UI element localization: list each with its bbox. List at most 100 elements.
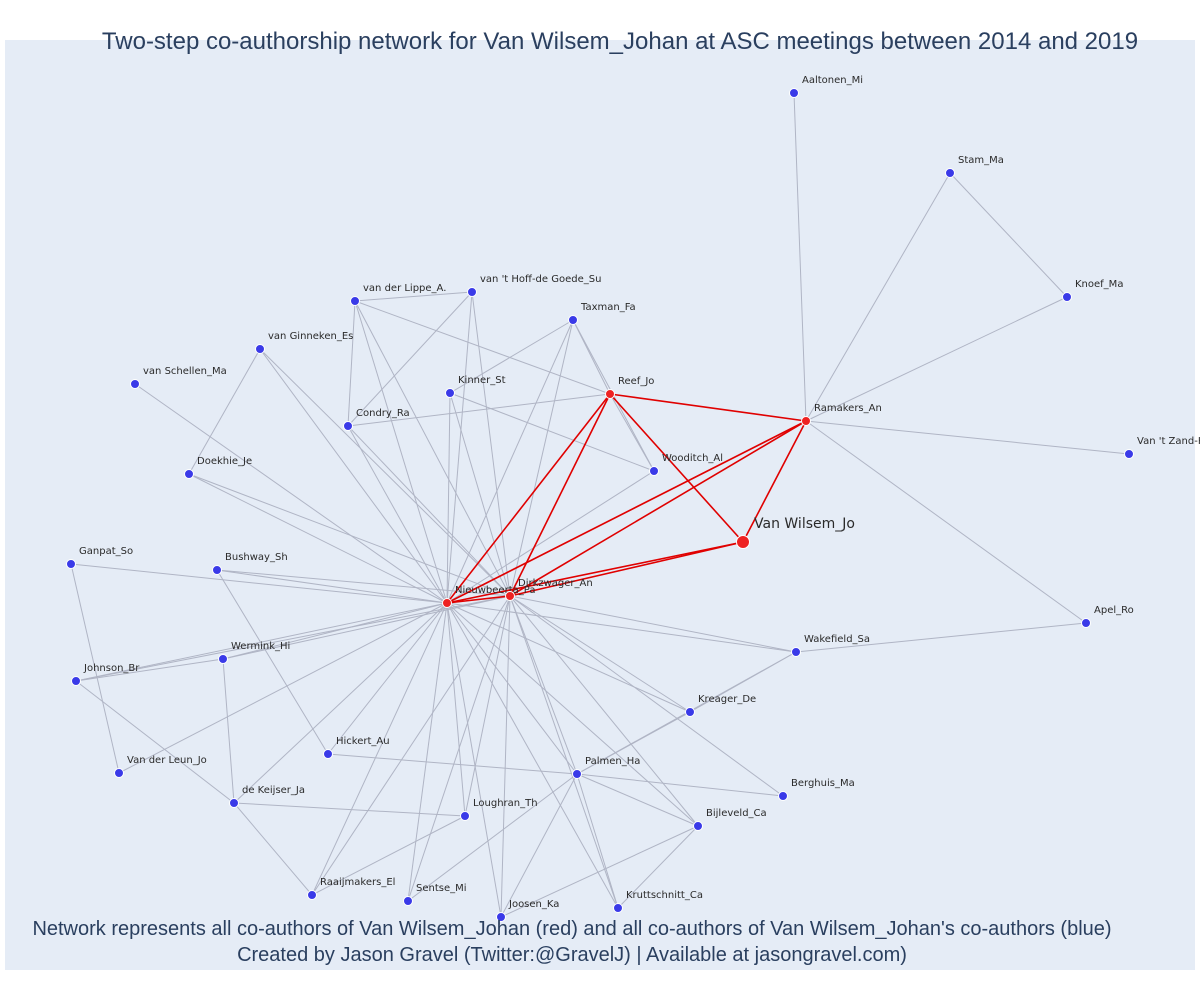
node-Palmen_Ha[interactable]: Palmen_Ha: [572, 756, 641, 779]
node-marker[interactable]: [323, 749, 333, 759]
node-van Schellen_Ma[interactable]: van Schellen_Ma: [130, 366, 227, 389]
edge-Joosen_Ka--Dirkzwager_An: [500, 595, 511, 918]
node-Hickert_Au[interactable]: Hickert_Au: [323, 736, 390, 759]
caption-line-2: Created by Jason Gravel (Twitter:@Gravel…: [237, 944, 907, 966]
node-marker[interactable]: [778, 791, 788, 801]
node-marker[interactable]: [130, 379, 140, 389]
edge-van 't Hoff-de Goede_Su--Nieuwbeerta_Pa: [446, 291, 473, 604]
node-marker[interactable]: [649, 466, 659, 476]
edge-Kreager_De--Dirkzwager_An: [509, 595, 691, 713]
node-marker[interactable]: [789, 88, 799, 98]
node-marker[interactable]: [184, 469, 194, 479]
node-marker[interactable]: [307, 890, 317, 900]
edge-Palmen_Ha--Berghuis_Ma: [576, 773, 784, 797]
node-label: Reef_Jo: [618, 376, 654, 387]
node-Kruttschnitt_Ca[interactable]: Kruttschnitt_Ca: [613, 890, 703, 913]
node-Kreager_De[interactable]: Kreager_De: [685, 694, 757, 717]
node-marker[interactable]: [1124, 449, 1134, 459]
node-Wooditch_Al[interactable]: Wooditch_Al: [649, 453, 724, 476]
node-marker[interactable]: [1062, 292, 1072, 302]
node-Wakefield_Sa[interactable]: Wakefield_Sa: [791, 634, 871, 657]
node-Wermink_Hi[interactable]: Wermink_Hi: [218, 641, 291, 664]
node-marker[interactable]: [496, 912, 506, 922]
edge-van der Lippe_A.--Nieuwbeerta_Pa: [354, 300, 448, 604]
node-Raaijmakers_El[interactable]: Raaijmakers_El: [307, 877, 396, 900]
node-label: Joosen_Ka: [508, 899, 559, 910]
node-marker[interactable]: [212, 565, 222, 575]
node-Dirkzwager_An[interactable]: Dirkzwager_An: [505, 578, 593, 601]
node-Berghuis_Ma[interactable]: Berghuis_Ma: [778, 778, 855, 801]
node-marker[interactable]: [568, 315, 578, 325]
node-Apel_Ro[interactable]: Apel_Ro: [1081, 605, 1134, 628]
edge-Doekhie_Je--Dirkzwager_An: [188, 473, 511, 597]
node-de Keijser_Ja[interactable]: de Keijser_Ja: [229, 785, 306, 808]
edge-de Keijser_Ja--Raaijmakers_El: [233, 802, 313, 896]
node-marker[interactable]: [945, 168, 955, 178]
node-van der Lippe_A.[interactable]: van der Lippe_A.: [350, 283, 447, 306]
edge-Van Wilsem_Jo--Reef_Jo: [609, 393, 744, 543]
edge-Ganpat_So--Van der Leun_Jo: [70, 563, 120, 774]
node-Nieuwbeerta_Pa[interactable]: Nieuwbeerta_Pa: [442, 585, 536, 608]
node-marker[interactable]: [218, 654, 228, 664]
node-Van 't Zand-K[interactable]: Van 't Zand-K: [1124, 436, 1200, 459]
node-label: Stam_Ma: [958, 155, 1004, 166]
node-marker[interactable]: [613, 903, 623, 913]
edge-Bushway_Sh--Hickert_Au: [216, 569, 329, 755]
edge-Palmen_Ha--Joosen_Ka: [500, 773, 578, 918]
node-Doekhie_Je[interactable]: Doekhie_Je: [184, 456, 253, 479]
node-marker[interactable]: [255, 344, 265, 354]
node-Condry_Ra[interactable]: Condry_Ra: [343, 408, 410, 431]
node-marker[interactable]: [343, 421, 353, 431]
node-marker[interactable]: [114, 768, 124, 778]
node-marker[interactable]: [229, 798, 239, 808]
node-Loughran_Th[interactable]: Loughran_Th: [460, 798, 538, 821]
node-marker[interactable]: [685, 707, 695, 717]
edge-Nieuwbeerta_Pa--Reef_Jo: [446, 393, 611, 604]
node-marker[interactable]: [572, 769, 582, 779]
node-marker[interactable]: [460, 811, 470, 821]
node-marker[interactable]: [505, 591, 515, 601]
node-Bijleveld_Ca[interactable]: Bijleveld_Ca: [693, 808, 767, 831]
node-Knoef_Ma[interactable]: Knoef_Ma: [1062, 279, 1124, 302]
node-marker[interactable]: [467, 287, 477, 297]
node-marker[interactable]: [791, 647, 801, 657]
node-Johnson_Br[interactable]: Johnson_Br: [71, 663, 141, 686]
edge-van Schellen_Ma--Nieuwbeerta_Pa: [134, 383, 448, 604]
node-marker[interactable]: [66, 559, 76, 569]
node-marker[interactable]: [442, 598, 452, 608]
edge-Doekhie_Je--Nieuwbeerta_Pa: [188, 473, 448, 604]
edge-layer: [70, 92, 1130, 918]
edge-Kinner_St--Dirkzwager_An: [449, 392, 511, 597]
edge-Nieuwbeerta_Pa--Dirkzwager_An: [446, 595, 511, 604]
edge-Berghuis_Ma--Dirkzwager_An: [509, 595, 784, 797]
edge-Condry_Ra--Dirkzwager_An: [347, 425, 511, 597]
node-Aaltonen_Mi[interactable]: Aaltonen_Mi: [789, 75, 864, 98]
node-Stam_Ma[interactable]: Stam_Ma: [945, 155, 1004, 178]
node-label: Kinner_St: [458, 375, 506, 386]
node-Joosen_Ka[interactable]: Joosen_Ka: [496, 899, 560, 922]
edge-Hickert_Au--Palmen_Ha: [327, 753, 578, 775]
node-label: de Keijser_Ja: [242, 785, 305, 796]
node-van 't Hoff-de Goede_Su[interactable]: van 't Hoff-de Goede_Su: [467, 274, 602, 297]
edge-Dirkzwager_An--Reef_Jo: [509, 393, 611, 597]
node-Van Wilsem_Jo[interactable]: Van Wilsem_Jo: [736, 516, 855, 549]
node-marker[interactable]: [445, 388, 455, 398]
node-Van der Leun_Jo[interactable]: Van der Leun_Jo: [114, 755, 207, 778]
node-marker[interactable]: [71, 676, 81, 686]
node-van Ginneken_Es[interactable]: van Ginneken_Es: [255, 331, 354, 354]
node-Ramakers_An[interactable]: Ramakers_An: [801, 403, 882, 426]
node-marker[interactable]: [693, 821, 703, 831]
edge-Ganpat_So--Nieuwbeerta_Pa: [70, 563, 448, 604]
node-marker[interactable]: [350, 296, 360, 306]
node-marker[interactable]: [801, 416, 811, 426]
node-Ganpat_So[interactable]: Ganpat_So: [66, 546, 134, 569]
node-Sentse_Mi[interactable]: Sentse_Mi: [403, 883, 467, 906]
node-marker[interactable]: [736, 535, 750, 549]
node-Kinner_St[interactable]: Kinner_St: [445, 375, 506, 398]
node-marker[interactable]: [605, 389, 615, 399]
node-Reef_Jo[interactable]: Reef_Jo: [605, 376, 655, 399]
node-marker[interactable]: [1081, 618, 1091, 628]
node-marker[interactable]: [403, 896, 413, 906]
node-Bushway_Sh[interactable]: Bushway_Sh: [212, 552, 288, 575]
node-Taxman_Fa[interactable]: Taxman_Fa: [568, 302, 636, 325]
